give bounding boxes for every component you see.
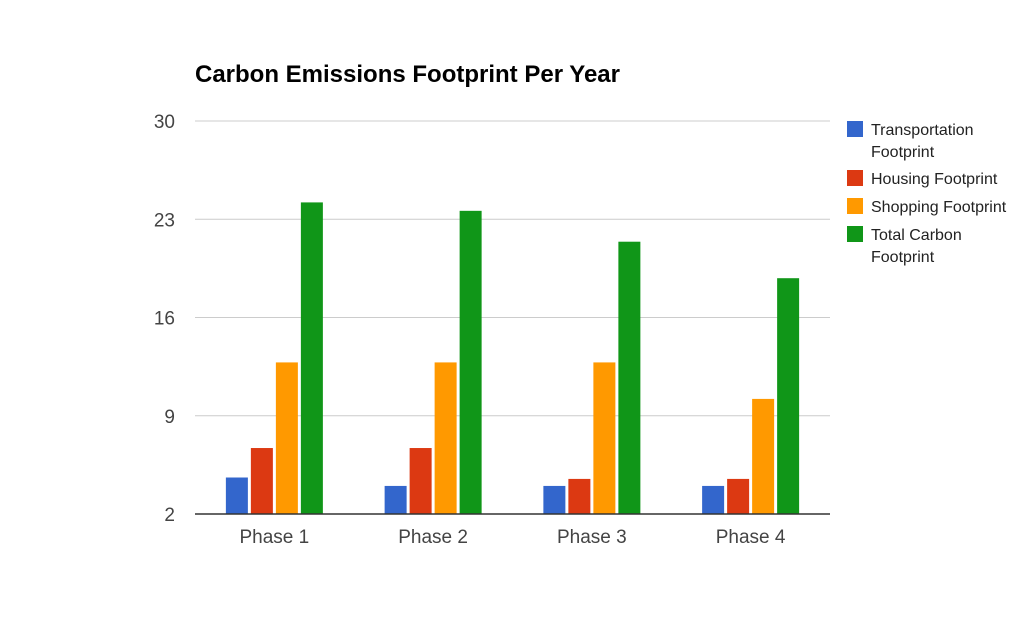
- y-tick-label: 9: [164, 407, 175, 428]
- x-tick-label: Phase 4: [716, 527, 786, 548]
- x-tick-label: Phase 1: [240, 527, 310, 548]
- y-tick-label: 2: [164, 505, 175, 526]
- gridlines: [195, 120, 830, 417]
- legend-swatch: [847, 198, 863, 214]
- bar: [727, 478, 750, 514]
- legend-swatch: [847, 121, 863, 137]
- bar: [384, 485, 407, 514]
- bar: [618, 241, 641, 514]
- legend-label: Shopping Footprint: [871, 199, 1007, 216]
- bar: [543, 485, 566, 514]
- bar: [702, 485, 725, 514]
- x-axis-ticks: Phase 1 Phase 2 Phase 3 Phase 4: [240, 527, 786, 548]
- y-axis-ticks: 2 9 16 23 30: [154, 112, 175, 526]
- bar: [777, 278, 800, 514]
- bar: [275, 362, 298, 514]
- chart-title: Carbon Emissions Footprint Per Year: [195, 61, 620, 88]
- y-tick-label: 30: [154, 112, 175, 133]
- x-tick-label: Phase 3: [557, 527, 627, 548]
- y-tick-label: 16: [154, 309, 175, 330]
- legend: Transportation Footprint Housing Footprint…: [847, 121, 1007, 266]
- bar: [434, 362, 457, 514]
- legend-label: Housing Footprint: [871, 171, 998, 188]
- legend-swatch: [847, 170, 863, 186]
- bar: [568, 478, 591, 514]
- bars: [225, 202, 800, 515]
- legend-swatch: [847, 226, 863, 242]
- x-tick-label: Phase 2: [398, 527, 468, 548]
- bar: [225, 477, 248, 514]
- bar: [752, 398, 775, 514]
- bar: [300, 202, 323, 514]
- y-tick-label: 23: [154, 210, 175, 231]
- bar: [250, 448, 273, 514]
- legend-label: Total Carbon Footprint: [871, 227, 962, 266]
- bar: [459, 210, 482, 515]
- legend-label: Transportation Footprint: [871, 122, 974, 161]
- bar: [409, 448, 432, 514]
- bar: [593, 362, 616, 514]
